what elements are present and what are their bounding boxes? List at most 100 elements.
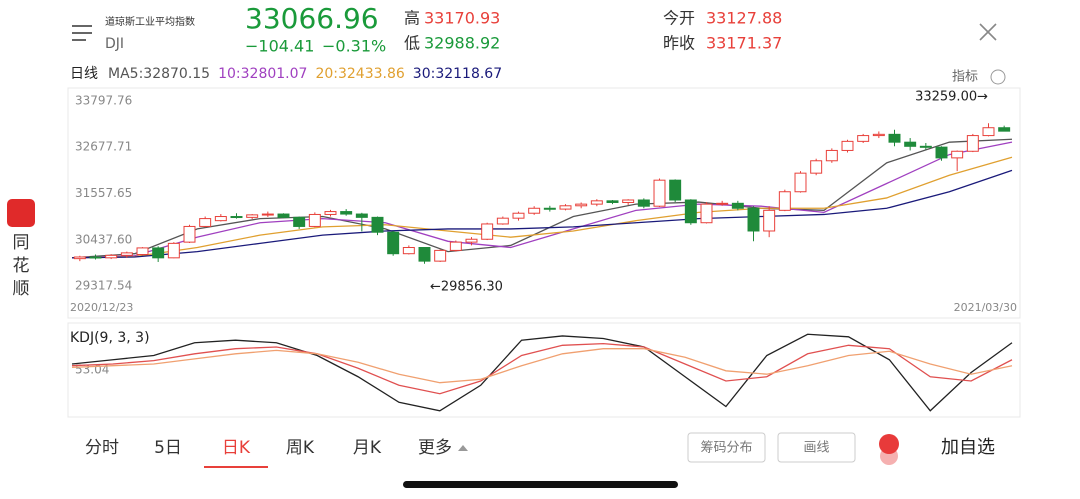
candle-body [778,191,791,211]
candle-body [324,211,337,215]
prev-close: 33171.37 [706,34,782,53]
ma-legend: MA5:32870.15 [108,66,210,82]
candle-body [434,249,447,262]
candle-body [684,199,697,224]
candle-body [481,223,494,240]
ma-line [71,141,1013,259]
kdj-line [71,348,1013,384]
ma-legend: 10:32801.07 [218,66,307,82]
button[interactable]: 画线 [803,441,829,456]
candle-body [872,133,885,137]
price: 33066.96 [245,2,379,35]
candle-body [496,217,509,225]
kdj-line [71,342,1013,395]
brand-char: 花 [13,256,30,276]
candle-body [888,133,901,143]
high: 33170.93 [424,9,500,28]
ma-line [71,169,1013,259]
change: −104.41 [245,37,314,56]
candle-body [167,242,180,259]
candle-body [559,205,572,210]
candle-body [606,200,619,203]
menu-icon[interactable] [72,25,92,41]
candle-body [653,179,666,207]
kdj-line [71,333,1013,412]
candle-body [982,127,995,137]
tab[interactable]: 周K [286,438,315,458]
candle-body [230,216,243,219]
tab[interactable]: 5日 [154,438,182,458]
candle-body [669,179,682,201]
prev-close-label: 昨收 [663,34,695,53]
alert-dot[interactable] [879,434,899,454]
candle-body [825,149,838,162]
candle-body [183,225,196,243]
x-end-date: 2021/03/30 [954,301,1017,314]
candle-body [340,211,353,215]
candle-body [371,216,384,233]
high-annotation: 33259.00→ [915,90,988,105]
y-tick-label: 32677.71 [75,140,132,154]
candle-body [904,141,917,147]
candle-body [293,216,306,227]
indicator-icon[interactable] [990,69,1006,85]
candle-body [199,218,212,227]
candle-body [277,213,290,218]
candle-body [214,216,227,222]
low-label: 低 [404,34,420,53]
candle-body [387,231,400,255]
close-stroke [979,23,997,41]
candle-body [935,146,948,159]
tab[interactable]: 更多 [418,438,452,458]
brand-char: 同 [13,233,30,253]
candle-body [136,247,149,256]
tab-underline [204,466,268,468]
candle-body [731,202,744,209]
button[interactable]: 筹码分布 [700,440,752,456]
candle-body [261,213,274,216]
candle-body [998,127,1011,132]
period: 日线 [70,66,98,82]
candle-body [763,209,776,232]
candle-body [73,256,86,260]
candle-body [575,203,588,207]
close-button[interactable] [979,23,997,41]
candle-body [512,212,525,219]
more-caret [458,445,468,451]
y-tick-label: 31557.65 [75,186,132,200]
price-panel [67,87,1021,319]
candle-body [465,238,478,243]
tab[interactable]: 月K [353,438,382,458]
candle-body [355,213,368,218]
kdj-title: KDJ(9, 3, 3) [70,330,150,346]
candle-body [716,202,729,205]
candle-body [841,140,854,151]
button-frame[interactable] [687,432,766,463]
candle-body [528,207,541,214]
candle-body [810,160,823,174]
home-indicator [403,481,678,488]
app-icon[interactable] [7,199,35,227]
ma-legend: 30:32118.67 [413,66,502,82]
ma-line [71,156,1013,259]
x-start-date: 2020/12/23 [70,301,133,314]
tab[interactable]: 日K [222,438,251,458]
candle-body [120,252,133,256]
add-watchlist[interactable]: 加自选 [941,437,995,458]
candle-body [418,247,431,262]
candle-body [919,145,932,148]
candle-body [308,213,321,227]
tab[interactable]: 分时 [85,438,119,458]
indicator-button[interactable]: 指标 [952,70,978,85]
low-annotation: ←29856.30 [430,280,503,295]
button-frame[interactable] [777,432,856,463]
candle-body [105,254,118,259]
candle-body [152,247,165,259]
candle-body [637,199,650,207]
ma-legend: 20:32433.86 [315,66,404,82]
candle-body [449,241,462,251]
y-tick-label: 29317.54 [75,279,132,293]
y-tick-label: 30437.60 [75,232,132,246]
